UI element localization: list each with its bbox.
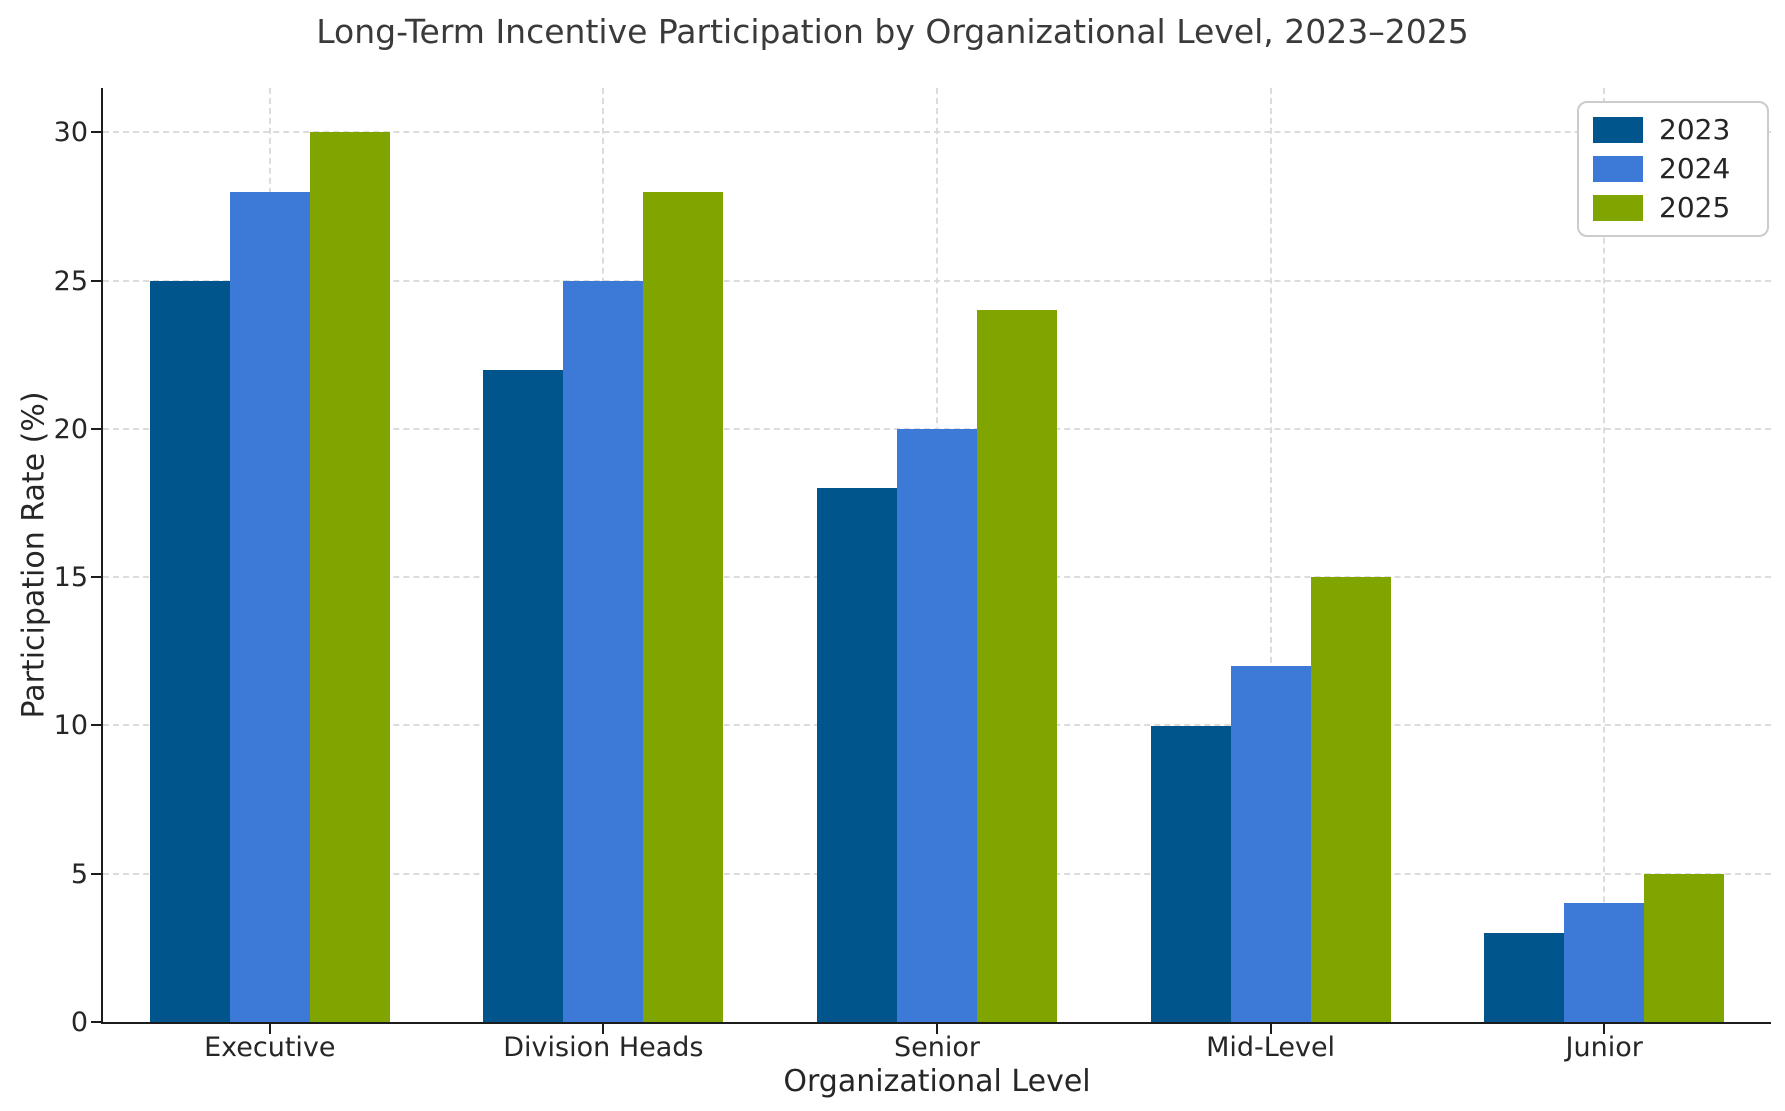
x-axis-label: Organizational Level [783, 1064, 1091, 1099]
bar-2024-mid-level [1230, 666, 1311, 1022]
bar-2024-division-heads [563, 280, 644, 1022]
legend-label-2023: 2023 [1659, 113, 1731, 146]
legend-swatch-2024 [1593, 156, 1643, 182]
y-axis-tick [91, 576, 101, 579]
vertical-gridline [1603, 88, 1606, 1022]
y-tick-label: 10 [53, 710, 88, 742]
bar-2025-executive [309, 132, 390, 1022]
chart-title: Long-Term Incentive Participation by Org… [316, 12, 1469, 51]
x-axis-tick [936, 1024, 938, 1034]
y-tick-label: 0 [70, 1007, 88, 1038]
bar-2024-executive [229, 191, 310, 1022]
bar-2023-junior [1484, 933, 1565, 1022]
y-tick-label: 5 [70, 858, 88, 890]
vertical-gridline [1269, 88, 1272, 1022]
y-tick-label: 20 [53, 413, 88, 445]
legend-label-2025: 2025 [1659, 191, 1731, 224]
y-axis-spine [101, 88, 103, 1022]
y-axis-tick [91, 1021, 101, 1023]
x-tick-label: Division Heads [503, 1032, 704, 1063]
y-axis-tick [91, 872, 101, 875]
x-axis-spine [101, 1022, 1771, 1024]
legend-item-2025: 2025 [1593, 194, 1751, 222]
bar-2024-junior [1564, 903, 1645, 1022]
legend-swatch-2025 [1593, 195, 1643, 221]
bar-2025-junior [1644, 873, 1725, 1022]
legend-item-2023: 2023 [1593, 116, 1751, 144]
x-axis-tick [602, 1024, 605, 1034]
x-tick-label: Executive [204, 1032, 336, 1063]
x-axis-tick [1603, 1024, 1606, 1034]
y-axis-tick [91, 724, 101, 727]
legend-item-2024: 2024 [1593, 155, 1751, 183]
y-axis-tick [91, 131, 101, 134]
bar-2023-executive [149, 280, 230, 1022]
x-axis-tick [1269, 1024, 1272, 1034]
x-tick-label: Senior [894, 1032, 980, 1063]
x-tick-label: Junior [1565, 1032, 1643, 1063]
legend: 2023 2024 2025 [1577, 101, 1769, 237]
bar-2023-senior [817, 488, 897, 1022]
x-axis-tick [268, 1024, 271, 1034]
bar-2025-senior [977, 310, 1057, 1022]
bar-2025-mid-level [1310, 577, 1391, 1022]
y-tick-label: 25 [53, 265, 88, 297]
y-tick-label: 15 [53, 562, 88, 594]
legend-label-2024: 2024 [1659, 152, 1731, 185]
x-tick-label: Mid-Level [1206, 1032, 1336, 1063]
y-tick-label: 30 [53, 117, 88, 149]
bar-2023-division-heads [483, 369, 564, 1022]
y-axis-tick [91, 427, 101, 430]
y-axis-tick [91, 279, 101, 282]
bar-2023-mid-level [1150, 725, 1231, 1022]
bar-2024-senior [897, 428, 977, 1022]
plot-area [91, 88, 1771, 1034]
bar-2025-division-heads [643, 191, 724, 1022]
legend-swatch-2023 [1593, 117, 1643, 143]
